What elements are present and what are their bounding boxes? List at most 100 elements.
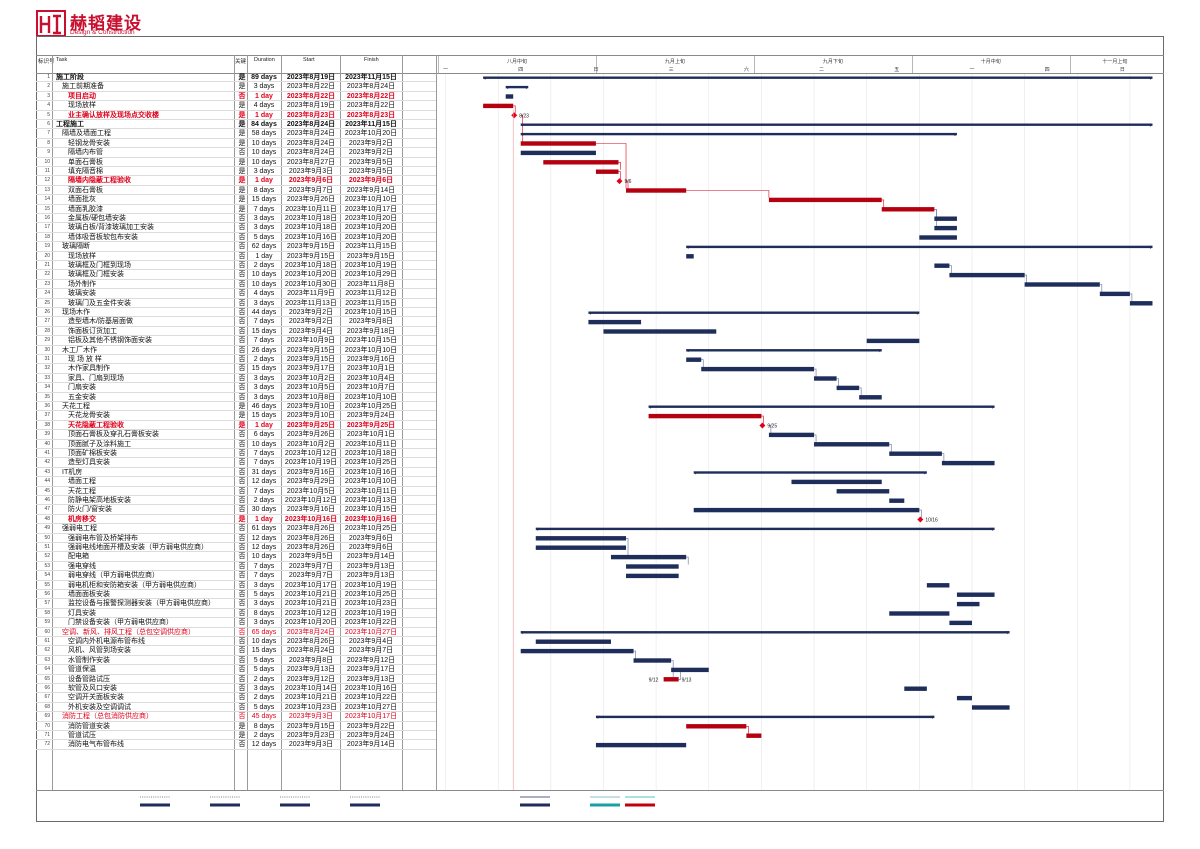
task-finish: 2023年9月22日 <box>346 722 396 730</box>
task-name: 施工阶段 <box>56 74 84 81</box>
table-row[interactable]: 12 隔墙内隐蔽工程验收 是 1 day 2023年9月6日 2023年9月6日 <box>36 176 436 186</box>
task-name: 玻璃框及门框到现场 <box>68 262 131 269</box>
table-row[interactable]: 13 双面石膏板 是 8 days 2023年9月7日 2023年9月14日 <box>36 186 436 196</box>
task-finish: 2023年10月1日 <box>346 365 396 373</box>
table-row[interactable]: 53 强电穿线 否 7 days 2023年9月7日 2023年9月13日 <box>36 562 436 572</box>
task-finish: 2023年10月11日 <box>345 487 397 495</box>
table-row[interactable]: 34 门扇安装 否 3 days 2023年10月5日 2023年10月7日 <box>36 383 436 393</box>
table-row[interactable]: 20 现场放样 否 1 day 2023年9月15日 2023年9月15日 <box>36 252 436 261</box>
table-row[interactable]: 54 弱电穿线（甲方弱电供应商） 否 7 days 2023年9月7日 2023年9月13… <box>36 571 436 581</box>
table-row[interactable]: 46 防静电架高地板安装 否 2 days 2023年10月12日 2023年10月13日 <box>36 496 436 506</box>
task-critical-flag: 否 <box>238 619 246 627</box>
table-row[interactable]: 3 项目启动 否 1 day 2023年8月22日 2023年8月22日 <box>36 92 436 102</box>
table-row[interactable]: 71 管道试压 是 2 days 2023年9月23日 2023年9月24日 <box>36 731 436 741</box>
task-id: 36 <box>44 403 50 409</box>
table-row[interactable]: 27 造型墙木/防基层面做 否 7 days 2023年9月2日 2023年9月8日 <box>36 317 436 327</box>
task-critical-flag: 是 <box>238 83 246 91</box>
task-name: 五金安装 <box>68 393 96 401</box>
task-start: 2023年8月22日 <box>286 92 336 100</box>
task-name: 家具、门扇到现场 <box>68 374 124 382</box>
table-row[interactable]: 11 填充隔音棉 是 3 days 2023年9月3日 2023年9月5日 <box>36 167 436 177</box>
table-row[interactable]: 10 单面石膏板 是 10 days 2023年8月27日 2023年9月5日 <box>36 158 436 167</box>
table-row[interactable]: 8 轻钢龙骨安装 是 10 days 2023年8月24日 2023年9月2日 <box>36 139 436 149</box>
table-row[interactable]: 2 施工前期准备 是 3 days 2023年8月22日 2023年8月24日 <box>36 82 436 92</box>
table-row[interactable]: 52 配电箱 否 10 days 2023年9月5日 2023年9月14日 <box>36 552 436 562</box>
task-critical-flag: 否 <box>238 290 246 298</box>
table-row[interactable]: 72 消防电气布管布线 否 12 days 2023年9月3日 2023年9月14日 <box>36 740 436 750</box>
table-row[interactable]: 44 墙面工程 否 12 days 2023年9月29日 2023年10月10日 <box>36 477 436 487</box>
task-finish: 2023年11月8日 <box>347 280 395 288</box>
table-row[interactable]: 19 玻璃隔断 否 62 days 2023年9月15日 2023年11月15日 <box>36 242 436 252</box>
table-row[interactable]: 4 现场放样 是 4 days 2023年8月19日 2023年8月22日 <box>36 101 436 111</box>
table-row[interactable]: 61 空调内外机电源布管布线 否 10 days 2023年8月26日 2023年9月4日 <box>36 637 436 647</box>
task-id: 45 <box>44 487 50 494</box>
table-row[interactable]: 32 木作家具制作 否 15 days 2023年9月17日 2023年10月1日 <box>36 364 436 374</box>
task-duration: 2 days <box>253 732 275 739</box>
table-row[interactable]: 23 场外制作 否 10 days 2023年10月30日 2023年11月8日 <box>36 280 436 290</box>
task-duration: 10 days <box>251 158 277 166</box>
table-row[interactable]: 38 天花隐蔽工程验收 是 1 day 2023年9月25日 2023年9月25日 <box>36 421 436 431</box>
timescale-minor-label: 四 <box>1044 67 1050 73</box>
table-row[interactable]: 57 监控设备与报警探测器安装（甲方弱电供应商） 否 3 days 2023年10月21… <box>36 599 436 609</box>
table-row[interactable]: 26 现场木作 否 44 days 2023年9月2日 2023年10月15日 <box>36 308 436 318</box>
table-row[interactable]: 29 铝板及其他不锈钢饰面安装 否 7 days 2023年10月9日 2023年10月1… <box>36 336 436 346</box>
table-row[interactable]: 9 隔墙内布管 否 10 days 2023年8月24日 2023年9月2日 <box>36 148 436 158</box>
table-row[interactable]: 31 现 场 放 样 否 2 days 2023年9月15日 2023年9月16日 <box>36 355 436 365</box>
table-row[interactable]: 21 玻璃框及门框到现场 否 2 days 2023年10月18日 2023年10月19日 <box>36 261 436 271</box>
timescale-major-label: 十月中旬 <box>980 59 1001 65</box>
table-row[interactable]: 39 顶面石膏板及穿孔石膏板安装 否 6 days 2023年9月26日 2023年10月… <box>36 430 436 440</box>
table-row[interactable]: 45 天花工程 否 7 days 2023年10月5日 2023年10月11日 <box>36 487 436 496</box>
table-row[interactable]: 36 天花工程 是 46 days 2023年9月10日 2023年10月25日 <box>36 402 436 412</box>
table-row[interactable]: 18 墙体吸音板软包布安装 否 5 days 2023年10月16日 2023年10月20… <box>36 233 436 243</box>
table-row[interactable]: 6 工程施工 是 84 days 2023年8月24日 2023年11月15日 <box>36 120 436 130</box>
table-row[interactable]: 60 空调、新风、排风工程（总包空调供应商） 否 65 days 2023年8月24日 2… <box>36 628 436 637</box>
table-row[interactable]: 55 弱电机柜和安防箱安装（甲方弱电供应商） 否 3 days 2023年10月17日 2… <box>36 581 436 590</box>
task-id: 9 <box>47 149 50 156</box>
table-row[interactable]: 65 设备管路试压 否 2 days 2023年9月12日 2023年9月13日 <box>36 675 436 684</box>
table-row[interactable]: 68 外机安装及空调调试 否 5 days 2023年10月23日 2023年10月27日 <box>36 703 436 713</box>
task-start: 2023年10月30日 <box>284 280 338 288</box>
table-row[interactable]: 16 金属板/硬包墙安装 否 3 days 2023年10月18日 2023年10月20日 <box>36 214 436 224</box>
table-row[interactable]: 35 五金安装 否 3 days 2023年10月8日 2023年10月10日 <box>36 393 436 402</box>
table-row[interactable]: 15 墙面乳胶漆 是 7 days 2023年10月11日 2023年10月17日 <box>36 205 436 214</box>
table-row[interactable]: 58 灯具安装 否 8 days 2023年10月12日 2023年10月19日 <box>36 609 436 619</box>
table-row[interactable]: 51 强弱电线地面开槽及安装（甲方弱电供应商） 否 12 days 2023年8月26日… <box>36 543 436 553</box>
task-id: 24 <box>44 290 50 297</box>
table-row[interactable]: 59 门禁设备安装（甲方弱电供应商） 否 3 days 2023年10月20日 2023年… <box>36 618 436 628</box>
table-row[interactable]: 7 隔墙及墙面工程 是 58 days 2023年8月24日 2023年10月20日 <box>36 129 436 139</box>
table-row[interactable]: 67 空调开关面板安装 否 2 days 2023年10月21日 2023年10月22日 <box>36 693 436 703</box>
table-row[interactable]: 70 消防管道安装 是 8 days 2023年9月15日 2023年9月22日 <box>36 722 436 731</box>
task-start: 2023年8月23日 <box>286 111 336 119</box>
table-row[interactable]: 69 消防工程（总包消防供应商） 否 45 days 2023年9月3日 2023年10月… <box>36 712 436 722</box>
table-row[interactable]: 40 顶面腻子及涂料施工 否 10 days 2023年10月2日 2023年10月11日 <box>36 440 436 449</box>
task-start: 2023年10月21日 <box>284 694 338 702</box>
table-row[interactable]: 33 家具、门扇到现场 否 3 days 2023年10月2日 2023年10月4日 <box>36 374 436 384</box>
table-row[interactable]: 42 造型灯具安装 否 7 days 2023年10月19日 2023年10月25日 <box>36 458 436 468</box>
table-row[interactable]: 63 水管制作安装 否 5 days 2023年9月8日 2023年9月12日 <box>36 656 436 666</box>
task-start: 2023年9月23日 <box>286 732 336 739</box>
table-row[interactable]: 48 机房移交 是 1 day 2023年10月16日 2023年10月16日 <box>36 515 436 525</box>
task-start: 2023年9月8日 <box>288 656 334 664</box>
table-row[interactable]: 22 玻璃框及门框安装 否 10 days 2023年10月20日 2023年10月29日 <box>36 270 436 280</box>
task-finish: 2023年10月17日 <box>344 713 398 721</box>
table-row[interactable]: 49 强弱电工程 否 61 days 2023年8月26日 2023年10月25日 <box>36 524 436 534</box>
table-row[interactable]: 62 风机、风管到场安装 否 15 days 2023年8月24日 2023年9月7日 <box>36 646 436 656</box>
table-row[interactable]: 25 玻璃门及五金件安装 否 3 days 2023年11月13日 2023年11月15日 <box>36 299 436 308</box>
table-row[interactable]: 24 玻璃安装 否 4 days 2023年11月9日 2023年11月12日 <box>36 289 436 299</box>
table-row[interactable]: 66 软管及风口安装 否 3 days 2023年10月14日 2023年10月16日 <box>36 684 436 694</box>
table-row[interactable]: 1 施工阶段 是 89 days 2023年8月19日 2023年11月15日 <box>36 73 436 83</box>
table-row[interactable]: 30 木工厂木作 否 26 days 2023年9月15日 2023年10月10日 <box>36 346 436 355</box>
table-row[interactable]: 17 玻璃白板/背漆玻璃加工安装 否 3 days 2023年10月18日 2023年10… <box>36 223 436 233</box>
table-row[interactable]: 43 IT机房 否 31 days 2023年9月16日 2023年10月16日 <box>36 468 436 478</box>
table-row[interactable]: 56 墙面面板安装 否 5 days 2023年10月21日 2023年10月25日 <box>36 590 436 600</box>
table-row[interactable]: 37 天花龙骨安装 是 15 days 2023年9月10日 2023年9月24日 <box>36 411 436 421</box>
task-finish: 2023年9月5日 <box>348 168 394 175</box>
table-row[interactable]: 14 墙面批灰 是 15 days 2023年9月26日 2023年10月10日 <box>36 195 436 205</box>
table-row[interactable]: 28 饰面板订货加工 否 15 days 2023年9月4日 2023年9月18日 <box>36 327 436 337</box>
table-row[interactable]: 50 强弱电布管及桥架排布 否 12 days 2023年8月26日 2023年9月6日 <box>36 534 436 543</box>
table-row[interactable]: 5 业主确认放样及现场点交收楼 是 1 day 2023年8月23日 2023年8月23日 <box>36 111 436 120</box>
table-row[interactable]: 64 管道保温 否 5 days 2023年9月13日 2023年9月17日 <box>36 665 436 675</box>
task-id: 5 <box>47 111 50 118</box>
table-row[interactable]: 47 防火门/窗安装 否 30 days 2023年9月16日 2023年10月15日 <box>36 505 436 515</box>
table-row[interactable]: 41 顶面矿棉板安装 否 7 days 2023年10月12日 2023年10月18日 <box>36 449 436 459</box>
